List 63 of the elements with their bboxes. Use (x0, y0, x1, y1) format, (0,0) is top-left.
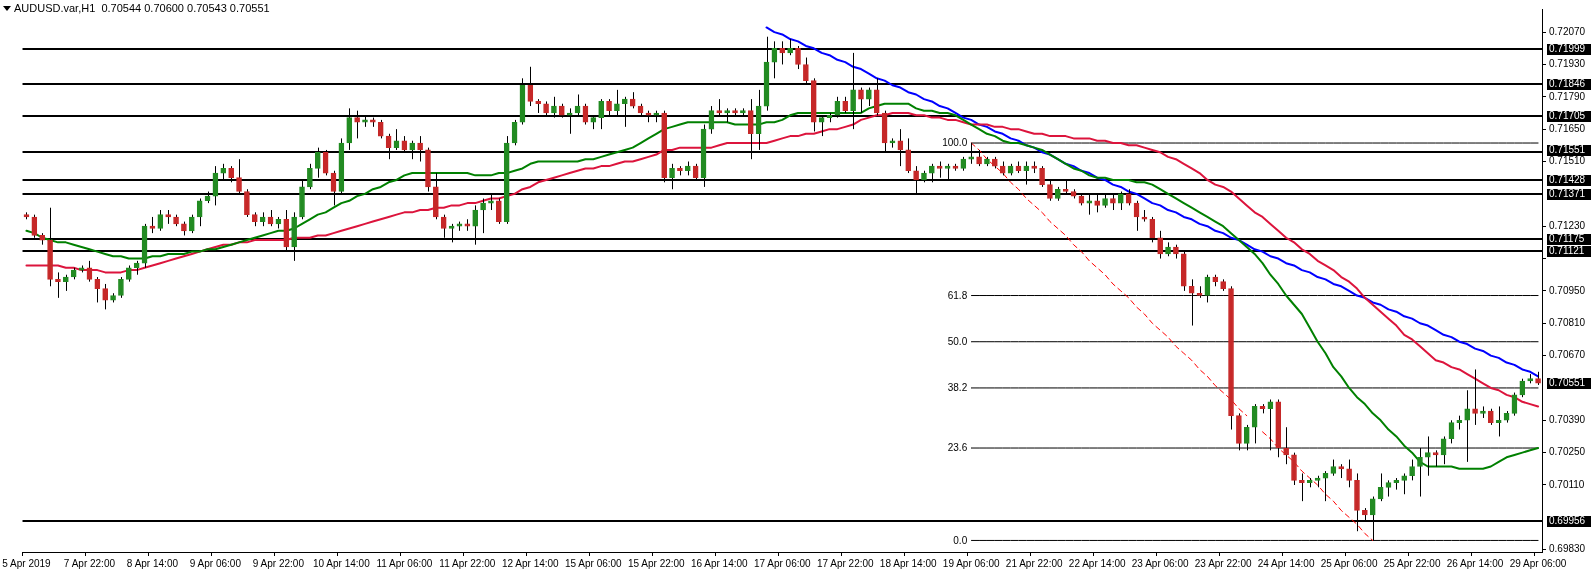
x-tick-label: 18 Apr 14:00 (879, 557, 938, 569)
x-tick-label: 12 Apr 14:00 (501, 557, 560, 569)
y-tick-label: 0.71790 (1549, 90, 1586, 102)
x-tick-label: 15 Apr 06:00 (564, 557, 623, 569)
y-tick-label: 0.71230 (1549, 219, 1586, 231)
ref-line-label: 0.71846 (1549, 78, 1586, 90)
ref-line-label: 0.71428 (1549, 174, 1586, 186)
candlestick (1519, 378, 1526, 398)
x-tick-label: 25 Apr 22:00 (1383, 557, 1441, 569)
x-tick-label: 21 Apr 22:00 (1005, 557, 1063, 569)
candlestick (921, 170, 927, 183)
candlestick (377, 119, 384, 139)
y-tick-label: 0.70390 (1549, 414, 1586, 426)
x-tick-label: 9 Apr 22:00 (252, 557, 305, 569)
x-tick-label: 11 Apr 22:00 (439, 557, 496, 569)
x-tick-label: 24 Apr 14:00 (1257, 557, 1315, 569)
y-tick-label: 0.70950 (1549, 284, 1586, 296)
x-tick-label: 17 Apr 22:00 (816, 557, 875, 569)
chart-title: AUDUSD.var,H1 0.70544 0.70600 0.70543 0.70551 (14, 2, 270, 15)
series-label: 100.0 (942, 137, 968, 149)
ref-line-label: 0.71371 (1549, 188, 1586, 200)
x-tick-label: 26 Apr 14:00 (1446, 557, 1504, 569)
x-tick-label: 23 Apr 06:00 (1131, 557, 1189, 569)
series-label: 38.2 (947, 382, 968, 394)
candlestick (70, 267, 77, 280)
y-tick-label: 0.72070 (1549, 25, 1586, 37)
y-tick-label: 0.70810 (1549, 317, 1586, 328)
x-tick-label: 10 Apr 14:00 (313, 557, 371, 569)
x-tick-label: 15 Apr 22:00 (627, 557, 686, 569)
candlestick (188, 214, 195, 234)
y-tick-label: 0.69830 (1549, 543, 1586, 555)
candlestick (173, 214, 179, 227)
ref-line-label: 0.71175 (1549, 233, 1585, 245)
y-tick-label: 0.70250 (1549, 446, 1586, 458)
x-tick-label: 23 Apr 22:00 (1194, 557, 1252, 569)
y-tick-label: 0.71930 (1549, 58, 1586, 70)
x-tick-label: 11 Apr 06:00 (376, 557, 433, 569)
candlestick (992, 156, 998, 169)
series-label: 61.8 (947, 289, 968, 301)
x-tick-label: 17 Apr 06:00 (753, 557, 812, 569)
y-tick-label: 0.71650 (1549, 122, 1586, 134)
y-tick-label: 0.71510 (1549, 155, 1586, 167)
x-tick-label: 25 Apr 06:00 (1320, 557, 1378, 569)
y-tick-label: 0.70110 (1549, 478, 1585, 490)
x-tick-label: 22 Apr 14:00 (1068, 557, 1126, 569)
x-tick-label: 5 Apr 2019 (2, 557, 52, 569)
series-label: 50.0 (947, 335, 968, 347)
x-tick-label: 8 Apr 14:00 (126, 557, 179, 569)
ref-line-label: 0.71121 (1549, 245, 1585, 257)
x-tick-label: 16 Apr 14:00 (690, 557, 749, 569)
x-tick-label: 19 Apr 06:00 (942, 557, 1001, 569)
x-tick-label: 29 Apr 06:00 (1509, 557, 1567, 569)
x-tick-label: 7 Apr 22:00 (63, 557, 116, 569)
ref-line-label: 0.71551 (1549, 144, 1586, 156)
ref-line-label: 0.71705 (1549, 110, 1586, 122)
ref-line-label: 0.69956 (1549, 515, 1586, 527)
y-tick-label: 0.70670 (1549, 349, 1586, 361)
text: 0.70551 (1549, 377, 1586, 389)
ref-line-label: 0.71999 (1549, 43, 1586, 55)
x-tick-label: 9 Apr 06:00 (189, 557, 242, 569)
series-label: 0.0 (953, 534, 968, 546)
candlestick (984, 156, 990, 167)
series-label: 23.6 (947, 442, 968, 454)
